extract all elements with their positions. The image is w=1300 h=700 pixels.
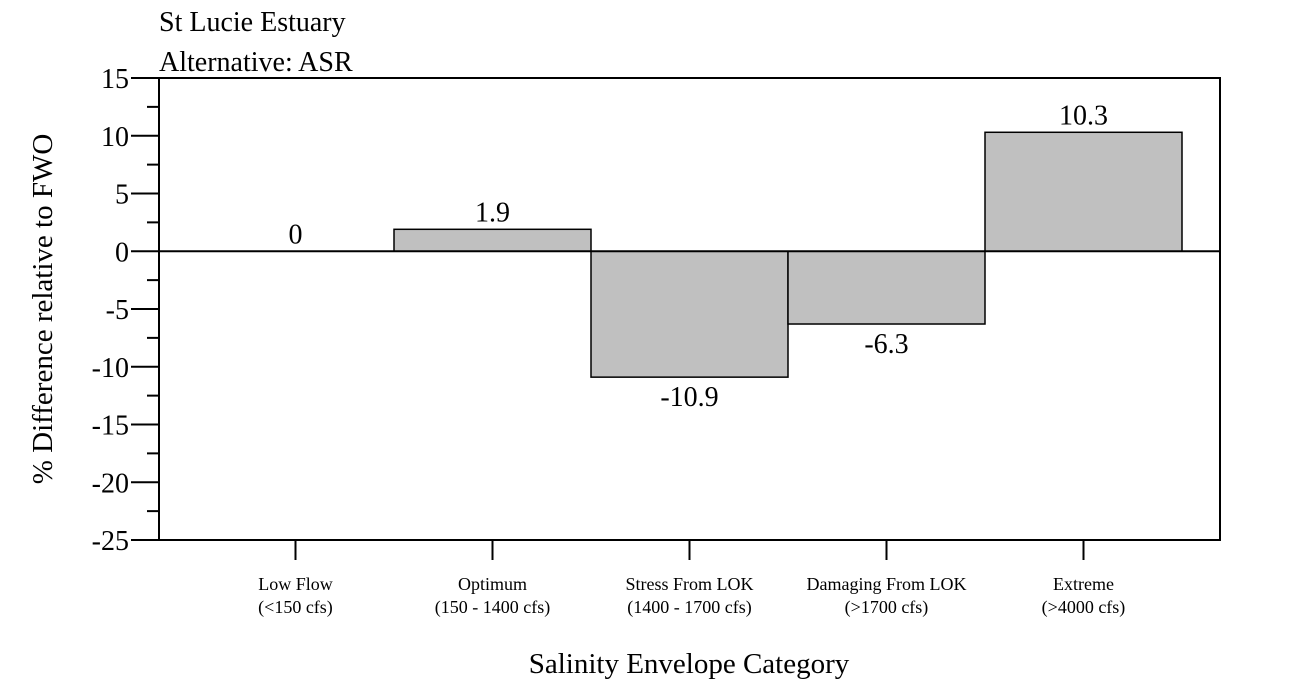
bar-value-label: 10.3 bbox=[1059, 100, 1108, 131]
y-tick-label: 5 bbox=[115, 180, 129, 211]
x-tick-label: Low Flow bbox=[258, 574, 333, 594]
y-tick-label: -20 bbox=[92, 468, 129, 499]
chart-title: St Lucie Estuary bbox=[159, 7, 346, 38]
x-tick-label: (150 - 1400 cfs) bbox=[435, 597, 550, 618]
y-tick-label: 10 bbox=[101, 122, 129, 153]
x-tick-label: (>4000 cfs) bbox=[1042, 597, 1126, 618]
bar bbox=[787, 250, 986, 325]
y-tick-label: -25 bbox=[92, 526, 129, 557]
bar bbox=[590, 250, 789, 378]
bar bbox=[393, 228, 592, 252]
y-tick-label: 15 bbox=[101, 64, 129, 95]
y-tick-label: 0 bbox=[115, 237, 129, 268]
y-tick-label: -10 bbox=[92, 353, 129, 384]
x-axis: Low Flow (<150 cfs) Optimum (150 - 1400 cfs… bbox=[258, 540, 1125, 618]
bar-value-label: 0 bbox=[289, 219, 303, 250]
y-tick-label: -5 bbox=[106, 295, 129, 326]
bar-value-label: -6.3 bbox=[864, 329, 908, 360]
bars: 0 1.9 -10.9 -6.3 10.3 bbox=[289, 100, 1183, 413]
x-tick-label: Stress From LOK bbox=[625, 574, 753, 594]
x-tick-label: Optimum bbox=[458, 574, 527, 594]
y-tick-label: -15 bbox=[92, 411, 129, 442]
x-tick-label: Extreme bbox=[1053, 574, 1114, 594]
x-tick-label: (>1700 cfs) bbox=[845, 597, 929, 618]
x-tick-label: Damaging From LOK bbox=[807, 574, 967, 594]
chart-subtitle: Alternative: ASR bbox=[159, 47, 353, 78]
y-axis: 15 10 5 0 -5 -10 -15 -20 -25 bbox=[92, 64, 159, 557]
bar-value-label: -10.9 bbox=[660, 382, 718, 413]
x-tick-label: (1400 - 1700 cfs) bbox=[627, 597, 751, 618]
bar-value-label: 1.9 bbox=[475, 197, 510, 228]
bar bbox=[984, 131, 1183, 252]
y-axis-label: % Difference relative to FWO bbox=[27, 134, 59, 485]
x-tick-label: (<150 cfs) bbox=[258, 597, 333, 618]
x-axis-label: Salinity Envelope Category bbox=[529, 648, 850, 680]
